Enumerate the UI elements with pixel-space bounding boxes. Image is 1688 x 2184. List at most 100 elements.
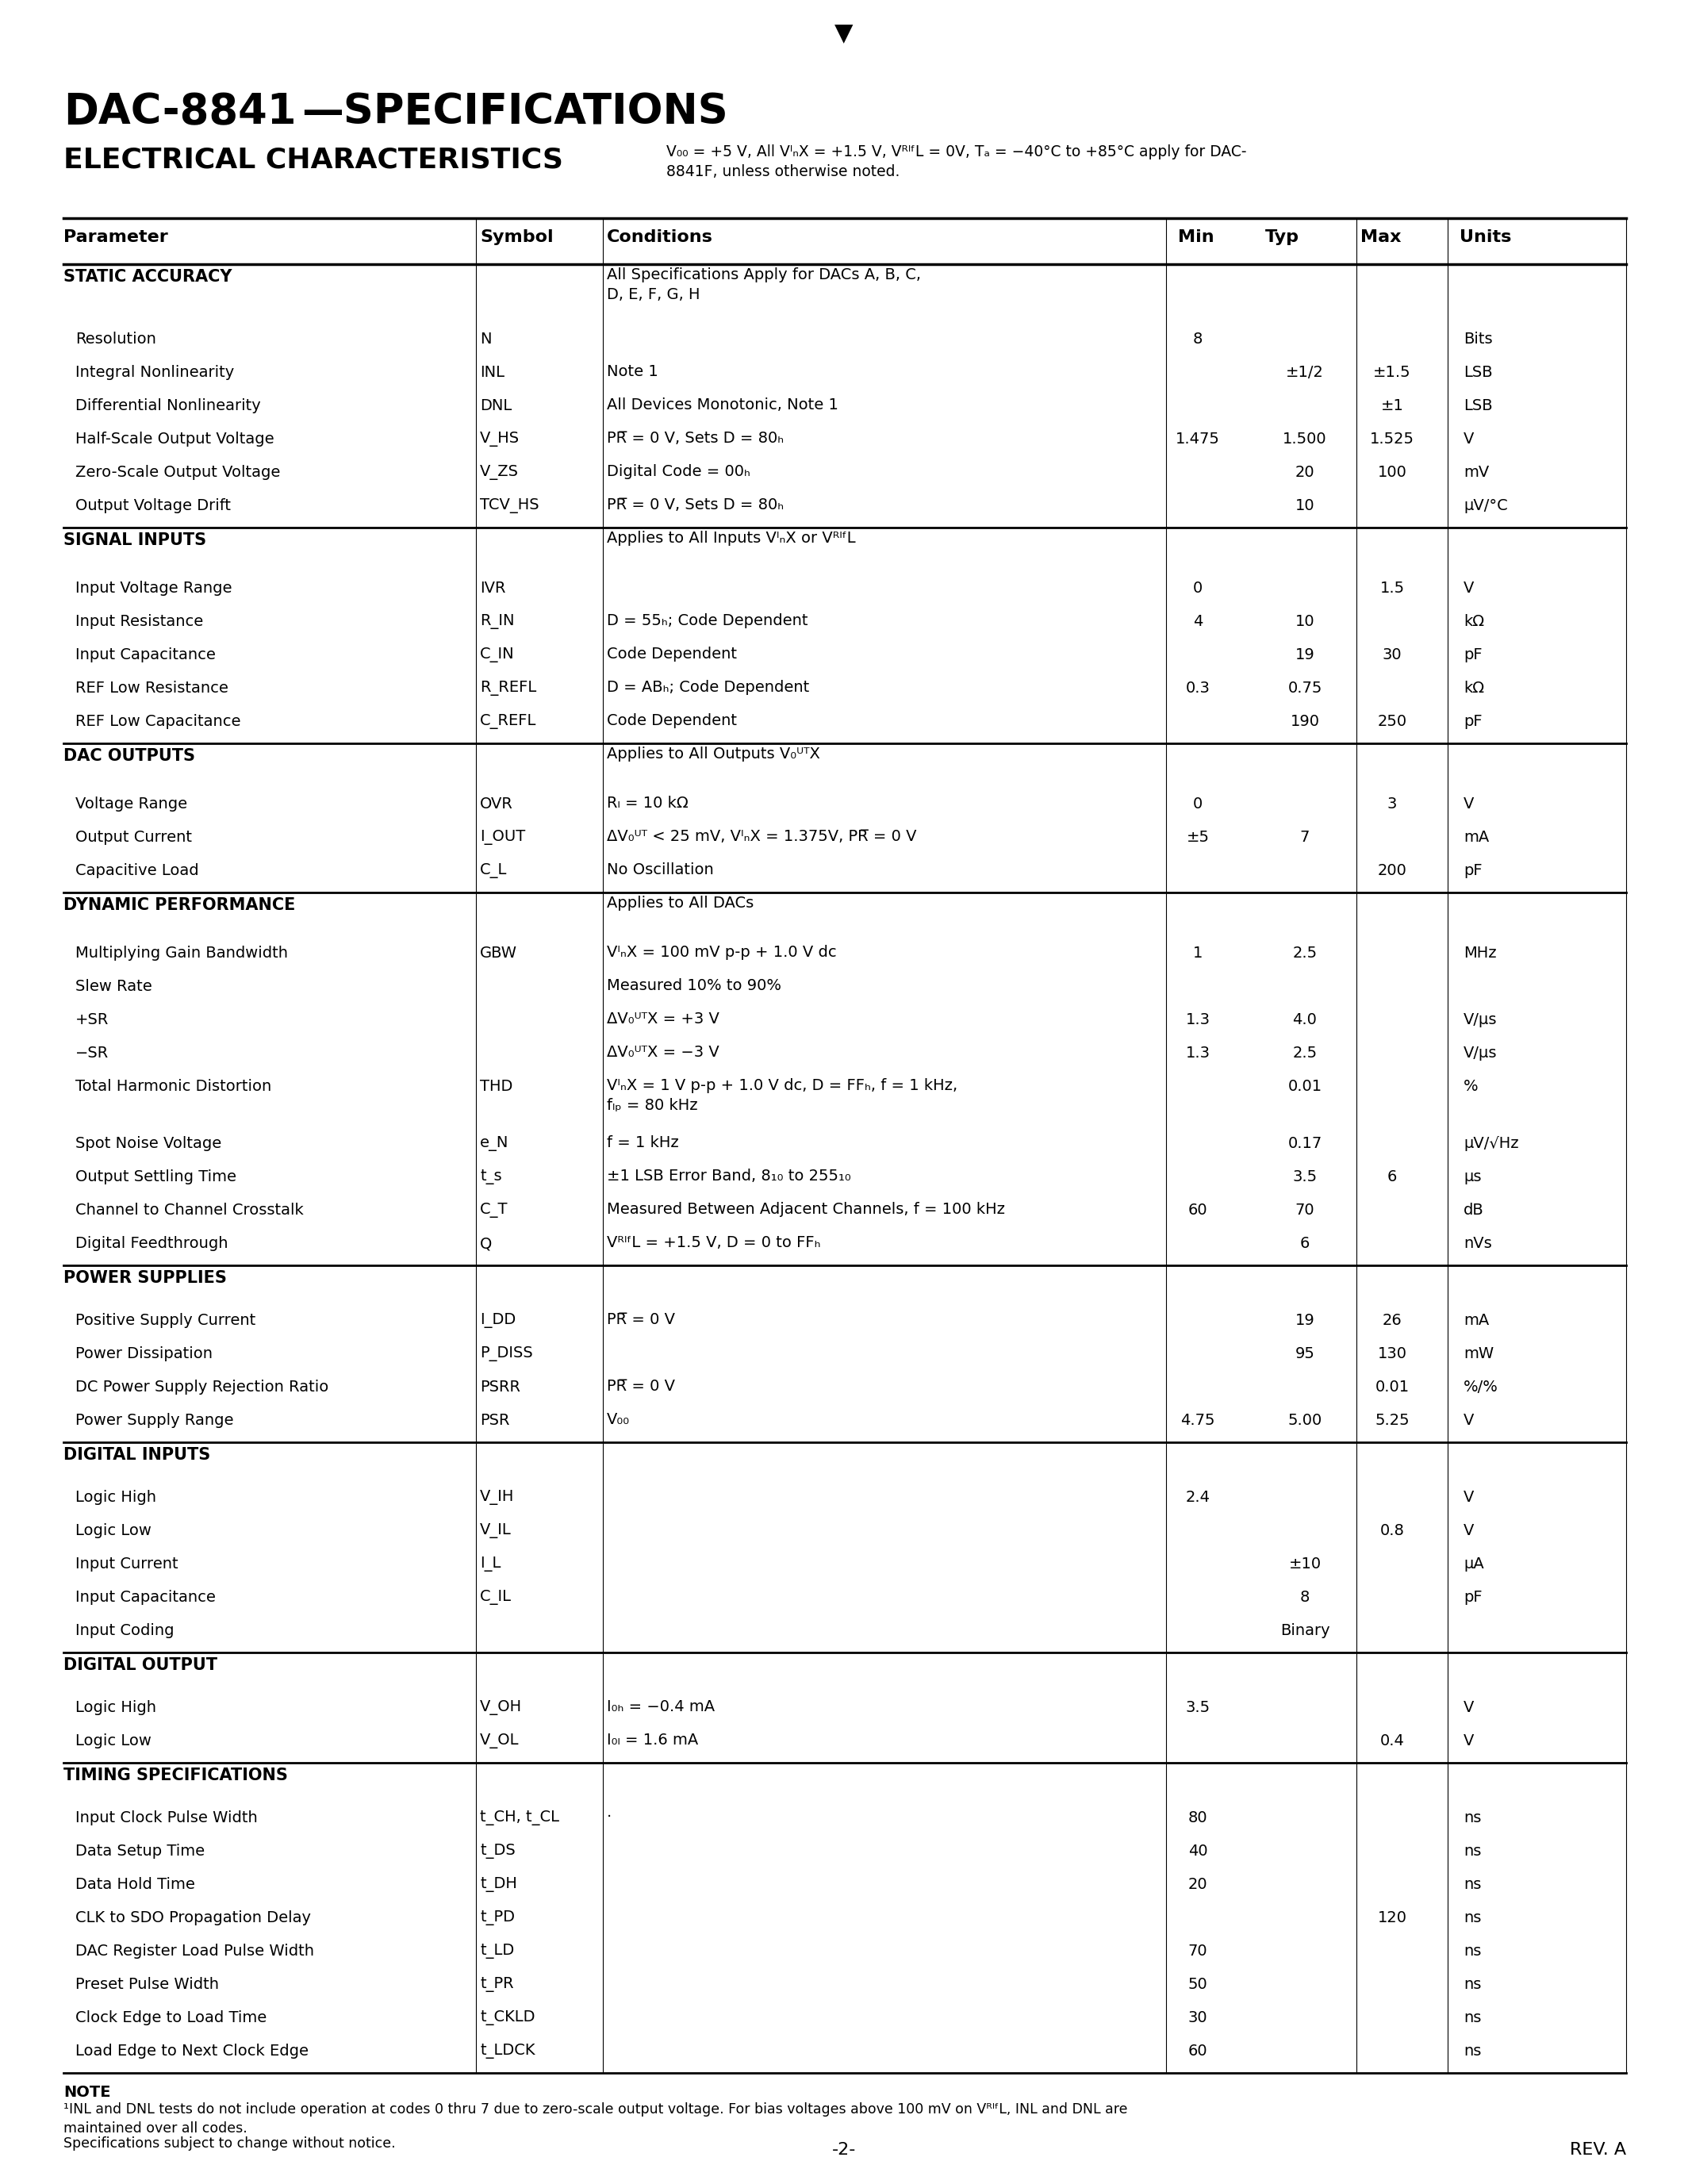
Text: t_DH: t_DH [479,1876,517,1891]
Text: 30: 30 [1382,646,1403,662]
Text: ns: ns [1463,1911,1482,1926]
Text: μV/°C: μV/°C [1463,498,1507,513]
Text: Typ: Typ [1266,229,1300,245]
Text: ±10: ±10 [1288,1557,1322,1572]
Text: 4.0: 4.0 [1293,1011,1317,1026]
Text: 200: 200 [1377,863,1406,878]
Text: V_OL: V_OL [479,1734,520,1749]
Text: Input Clock Pulse Width: Input Clock Pulse Width [76,1811,258,1826]
Text: Digital Feedthrough: Digital Feedthrough [76,1236,228,1251]
Text: 80: 80 [1188,1811,1207,1826]
Text: 8: 8 [1300,1590,1310,1605]
Text: I₀ₗ = 1.6 mA: I₀ₗ = 1.6 mA [606,1732,699,1747]
Text: 1.3: 1.3 [1185,1046,1210,1061]
Text: V: V [1463,432,1474,448]
Text: Logic Low: Logic Low [76,1522,152,1538]
Text: REF Low Resistance: REF Low Resistance [76,681,228,697]
Text: 4.75: 4.75 [1180,1413,1215,1428]
Text: C_IL: C_IL [479,1590,511,1605]
Text: kΩ: kΩ [1463,681,1484,697]
Text: Preset Pulse Width: Preset Pulse Width [76,1977,219,1992]
Text: OVR: OVR [479,797,513,812]
Text: 0.75: 0.75 [1288,681,1322,697]
Text: 190: 190 [1290,714,1320,729]
Text: V_HS: V_HS [479,432,520,448]
Text: 0.01: 0.01 [1376,1380,1409,1396]
Text: Q: Q [479,1236,493,1251]
Text: 4: 4 [1193,614,1202,629]
Text: %/%: %/% [1463,1380,1499,1396]
Text: Channel to Channel Crosstalk: Channel to Channel Crosstalk [76,1203,304,1219]
Text: Code Dependent: Code Dependent [606,646,738,662]
Text: V/μs: V/μs [1463,1046,1497,1061]
Text: STATIC ACCURACY: STATIC ACCURACY [64,269,231,284]
Text: 2.5: 2.5 [1293,1046,1317,1061]
Text: 130: 130 [1377,1345,1406,1361]
Text: 30: 30 [1188,2009,1207,2025]
Text: V_IH: V_IH [479,1489,515,1505]
Text: Integral Nonlinearity: Integral Nonlinearity [76,365,235,380]
Text: kΩ: kΩ [1463,614,1484,629]
Text: Input Resistance: Input Resistance [76,614,203,629]
Text: t_LD: t_LD [479,1944,515,1959]
Text: Rₗ = 10 kΩ: Rₗ = 10 kΩ [606,795,689,810]
Text: 0: 0 [1193,581,1202,596]
Text: Multiplying Gain Bandwidth: Multiplying Gain Bandwidth [76,946,289,961]
Text: POWER SUPPLIES: POWER SUPPLIES [64,1271,226,1286]
Text: pF: pF [1463,646,1482,662]
Text: PSR: PSR [479,1413,510,1428]
Text: 1.525: 1.525 [1371,432,1415,448]
Text: V: V [1463,1734,1474,1749]
Text: Output Voltage Drift: Output Voltage Drift [76,498,231,513]
Text: 0: 0 [1193,797,1202,812]
Text: TIMING SPECIFICATIONS: TIMING SPECIFICATIONS [64,1767,289,1784]
Text: e_N: e_N [479,1136,508,1151]
Text: P_DISS: P_DISS [479,1345,533,1361]
Text: 3.5: 3.5 [1293,1168,1317,1184]
Text: 20: 20 [1188,1876,1207,1891]
Text: D = 55ₕ; Code Dependent: D = 55ₕ; Code Dependent [606,614,809,629]
Text: ±1/2: ±1/2 [1286,365,1323,380]
Text: 5.00: 5.00 [1288,1413,1322,1428]
Text: Positive Supply Current: Positive Supply Current [76,1313,255,1328]
Text: Logic High: Logic High [76,1489,157,1505]
Text: 0.4: 0.4 [1379,1734,1404,1749]
Text: ±1 LSB Error Band, 8₁₀ to 255₁₀: ±1 LSB Error Band, 8₁₀ to 255₁₀ [606,1168,851,1184]
Text: μs: μs [1463,1168,1482,1184]
Text: R_REFL: R_REFL [479,681,537,697]
Text: Slew Rate: Slew Rate [76,978,152,994]
Text: VᴿᴵᶠL = +1.5 V, D = 0 to FFₕ: VᴿᴵᶠL = +1.5 V, D = 0 to FFₕ [606,1236,820,1249]
Text: 3: 3 [1388,797,1398,812]
Text: V: V [1463,797,1474,812]
Text: DAC Register Load Pulse Width: DAC Register Load Pulse Width [76,1944,314,1959]
Text: mA: mA [1463,830,1489,845]
Text: %: % [1463,1079,1479,1094]
Text: Input Coding: Input Coding [76,1623,174,1638]
Text: Code Dependent: Code Dependent [606,714,738,727]
Text: Applies to All DACs: Applies to All DACs [606,895,755,911]
Text: ΔV₀ᵁᵀX = +3 V: ΔV₀ᵁᵀX = +3 V [606,1011,719,1026]
Text: 40: 40 [1188,1843,1207,1859]
Text: t_PD: t_PD [479,1911,515,1926]
Text: 0.17: 0.17 [1288,1136,1322,1151]
Text: Specifications subject to change without notice.: Specifications subject to change without… [64,2136,395,2151]
Text: Power Dissipation: Power Dissipation [76,1345,213,1361]
Text: Units: Units [1460,229,1511,245]
Text: μA: μA [1463,1557,1484,1572]
Text: —SPECIFICATIONS: —SPECIFICATIONS [302,92,728,133]
Text: DC Power Supply Rejection Ratio: DC Power Supply Rejection Ratio [76,1380,329,1396]
Text: ELECTRICAL CHARACTERISTICS: ELECTRICAL CHARACTERISTICS [64,146,564,175]
Text: t_DS: t_DS [479,1843,515,1859]
Text: 5.25: 5.25 [1374,1413,1409,1428]
Text: 95: 95 [1295,1345,1315,1361]
Text: 3.5: 3.5 [1185,1699,1210,1714]
Text: Symbol: Symbol [479,229,554,245]
Text: 250: 250 [1377,714,1406,729]
Text: V_IL: V_IL [479,1522,511,1538]
Text: PR̅ = 0 V: PR̅ = 0 V [606,1378,675,1393]
Text: Load Edge to Next Clock Edge: Load Edge to Next Clock Edge [76,2044,309,2060]
Text: Applies to All Outputs V₀ᵁᵀX: Applies to All Outputs V₀ᵁᵀX [606,747,820,762]
Text: 1: 1 [1193,946,1202,961]
Text: mW: mW [1463,1345,1494,1361]
Text: DYNAMIC PERFORMANCE: DYNAMIC PERFORMANCE [64,898,295,913]
